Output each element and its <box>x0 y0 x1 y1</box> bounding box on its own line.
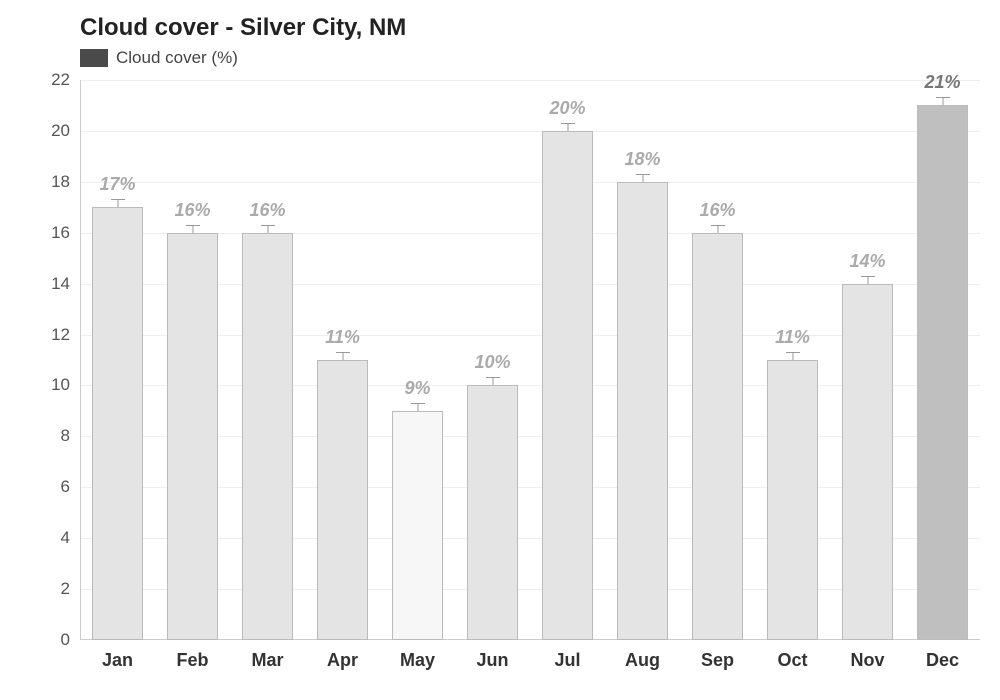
bar-value-label: 21% <box>924 72 960 93</box>
y-tick-label: 2 <box>30 579 80 599</box>
bar <box>92 207 143 640</box>
bar <box>242 233 293 640</box>
y-tick-label: 22 <box>30 70 80 90</box>
bar <box>167 233 218 640</box>
bar-whisker <box>942 97 943 105</box>
x-tick-label: May <box>400 640 435 671</box>
bar <box>692 233 743 640</box>
bar <box>317 360 368 640</box>
y-tick-label: 10 <box>30 375 80 395</box>
gridline <box>80 80 980 81</box>
bar-whisker-cap <box>261 225 275 226</box>
bar-whisker-cap <box>636 174 650 175</box>
gridline <box>80 182 980 183</box>
bar-whisker <box>642 174 643 182</box>
bar-value-label: 16% <box>699 200 735 221</box>
bar-value-label: 18% <box>624 149 660 170</box>
bar-value-label: 11% <box>775 327 810 348</box>
y-tick-label: 6 <box>30 477 80 497</box>
y-tick-label: 14 <box>30 274 80 294</box>
x-tick-label: Mar <box>251 640 283 671</box>
y-tick-label: 4 <box>30 528 80 548</box>
chart-title: Cloud cover - Silver City, NM <box>80 14 406 42</box>
bar-whisker <box>867 276 868 284</box>
bar <box>842 284 893 640</box>
x-tick-label: Oct <box>777 640 807 671</box>
bar <box>617 182 668 640</box>
bar-value-label: 11% <box>325 327 360 348</box>
bar-whisker-cap <box>936 97 950 98</box>
legend: Cloud cover (%) <box>80 48 238 68</box>
bar-whisker <box>192 225 193 233</box>
bar-whisker-cap <box>186 225 200 226</box>
bar-whisker <box>492 377 493 385</box>
legend-label: Cloud cover (%) <box>116 48 238 68</box>
bar <box>917 105 968 640</box>
x-tick-label: Jan <box>102 640 133 671</box>
y-tick-label: 16 <box>30 223 80 243</box>
y-tick-label: 12 <box>30 325 80 345</box>
bar-value-label: 16% <box>249 200 285 221</box>
bar-value-label: 20% <box>549 98 585 119</box>
bar-whisker <box>342 352 343 360</box>
plot-area: 024681012141618202217%Jan16%Feb16%Mar11%… <box>80 80 980 640</box>
bar-whisker-cap <box>561 123 575 124</box>
bar-whisker <box>567 123 568 131</box>
x-tick-label: Sep <box>701 640 734 671</box>
bar <box>467 385 518 640</box>
chart-container: Cloud cover - Silver City, NM Cloud cove… <box>0 0 1000 700</box>
bar-whisker-cap <box>486 377 500 378</box>
x-tick-label: Jun <box>476 640 508 671</box>
gridline <box>80 131 980 132</box>
bar-value-label: 17% <box>99 174 135 195</box>
bar <box>767 360 818 640</box>
x-tick-label: Apr <box>327 640 358 671</box>
x-tick-label: Jul <box>554 640 580 671</box>
bar-whisker-cap <box>861 276 875 277</box>
y-tick-label: 20 <box>30 121 80 141</box>
bar <box>542 131 593 640</box>
y-tick-label: 18 <box>30 172 80 192</box>
legend-swatch <box>80 49 108 67</box>
bar-whisker <box>717 225 718 233</box>
bar-whisker-cap <box>336 352 350 353</box>
bar-whisker <box>117 199 118 207</box>
bar <box>392 411 443 640</box>
bar-whisker <box>792 352 793 360</box>
bar-whisker <box>417 403 418 411</box>
y-axis <box>80 80 81 640</box>
x-tick-label: Feb <box>176 640 208 671</box>
bar-value-label: 10% <box>474 352 510 373</box>
bar-whisker-cap <box>711 225 725 226</box>
x-tick-label: Dec <box>926 640 959 671</box>
bar-whisker-cap <box>786 352 800 353</box>
bar-value-label: 9% <box>404 378 430 399</box>
x-tick-label: Aug <box>625 640 660 671</box>
bar-whisker-cap <box>111 199 125 200</box>
bar-whisker-cap <box>411 403 425 404</box>
y-tick-label: 0 <box>30 630 80 650</box>
bar-value-label: 16% <box>174 200 210 221</box>
bar-value-label: 14% <box>849 251 885 272</box>
y-tick-label: 8 <box>30 426 80 446</box>
x-tick-label: Nov <box>850 640 884 671</box>
bar-whisker <box>267 225 268 233</box>
